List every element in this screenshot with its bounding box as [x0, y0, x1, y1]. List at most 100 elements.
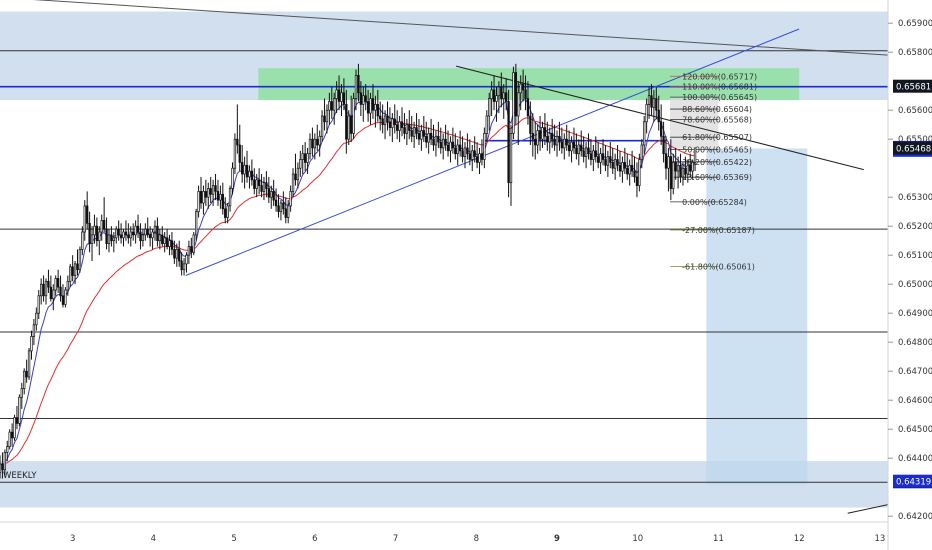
candle-body — [514, 72, 518, 117]
candle-body — [626, 167, 629, 175]
candle-body — [529, 115, 532, 134]
candle-body — [42, 283, 45, 297]
candle-body — [420, 130, 423, 140]
candle-body — [592, 150, 595, 160]
candle-body — [243, 164, 246, 175]
candle-body — [284, 208, 287, 218]
candle-body — [519, 83, 522, 94]
target-projection-box — [706, 148, 808, 485]
candle-body — [412, 127, 416, 137]
candle-body — [693, 147, 697, 163]
candle-body — [425, 135, 428, 143]
candle-body — [129, 231, 132, 239]
candle-body — [611, 162, 614, 169]
candle-body — [32, 324, 36, 337]
trendline — [32, 0, 889, 56]
candle-body — [209, 188, 212, 195]
candles-layer — [0, 63, 697, 479]
candle-body — [98, 231, 101, 242]
candle-body — [156, 225, 159, 242]
candle-body — [587, 147, 590, 155]
candle-body — [667, 156, 670, 169]
candle-body — [335, 89, 338, 99]
candle-body — [342, 92, 346, 105]
candle-body — [132, 231, 135, 236]
candle-body — [684, 167, 687, 175]
bands-layer — [0, 11, 888, 508]
candle-body — [432, 138, 435, 146]
y-tick-label: 0.65900 — [898, 19, 932, 29]
candle-body — [548, 133, 551, 143]
candle-body — [599, 153, 602, 163]
candle-body — [134, 225, 137, 236]
candle-body — [606, 156, 610, 166]
candle-body — [47, 280, 50, 288]
candle-body — [543, 127, 547, 137]
candle-body — [294, 173, 297, 181]
candle-body — [640, 144, 643, 160]
candle-body — [618, 164, 622, 172]
price-badge-label: 0.64319 — [896, 478, 931, 488]
candle-body — [369, 98, 372, 114]
candle-body — [609, 156, 612, 163]
candle-body — [124, 231, 128, 236]
candle-body — [1, 463, 4, 471]
candle-body — [6, 446, 9, 453]
candle-body — [178, 249, 181, 262]
candle-body — [59, 286, 62, 297]
candle-body — [376, 104, 379, 117]
candle-body — [207, 188, 210, 198]
candle-body — [531, 133, 534, 140]
candle-body — [647, 95, 651, 105]
price-badge-label: 0.65468 — [896, 144, 931, 154]
candle-body — [643, 121, 646, 146]
candle-body — [81, 231, 84, 250]
y-tick-label: 0.64800 — [898, 338, 932, 348]
candle-body — [463, 147, 467, 157]
candle-body — [110, 234, 113, 242]
candle-body — [291, 173, 295, 192]
fib-level-label: 38.20%(0.65422) — [682, 158, 752, 167]
candle-body — [180, 260, 183, 271]
candle-body — [352, 98, 355, 134]
trendline — [455, 65, 864, 171]
candle-body — [325, 109, 329, 123]
candle-body — [173, 249, 176, 259]
candle-body — [8, 431, 11, 447]
candle-body — [582, 150, 585, 157]
y-tick-label: 0.64600 — [898, 396, 932, 406]
candle-body — [555, 135, 559, 146]
candle-body — [381, 118, 384, 126]
candle-body — [248, 170, 251, 178]
candle-body — [141, 234, 145, 242]
candle-body — [468, 153, 471, 160]
candle-body — [102, 220, 106, 230]
candle-body — [488, 98, 491, 117]
x-tick-label: 12 — [794, 534, 805, 544]
candle-body — [458, 144, 462, 152]
candle-body — [509, 133, 513, 184]
weekly-label: WEEKLY — [3, 471, 37, 481]
candle-body — [558, 135, 561, 143]
fib-level-label: 110.00%(0.65681) — [682, 83, 757, 92]
candle-body — [25, 370, 28, 378]
candle-body — [572, 141, 576, 149]
candle-body — [289, 191, 292, 207]
x-tick-label: 5 — [231, 534, 236, 544]
candle-body — [204, 191, 208, 198]
candle-body — [316, 138, 319, 146]
candle-body — [541, 127, 544, 140]
candle-body — [112, 237, 115, 242]
candle-body — [107, 234, 111, 244]
candle-body — [689, 164, 692, 172]
fib-level-label: 120.00%(0.65717) — [682, 72, 757, 81]
trendline — [185, 28, 800, 276]
candle-body — [662, 135, 665, 155]
y-tick-label: 0.65800 — [898, 48, 932, 58]
candle-body — [437, 135, 440, 143]
candle-body — [594, 150, 597, 157]
candle-body — [337, 89, 341, 102]
x-tick-label: 11 — [713, 534, 724, 544]
candle-body — [521, 83, 525, 91]
